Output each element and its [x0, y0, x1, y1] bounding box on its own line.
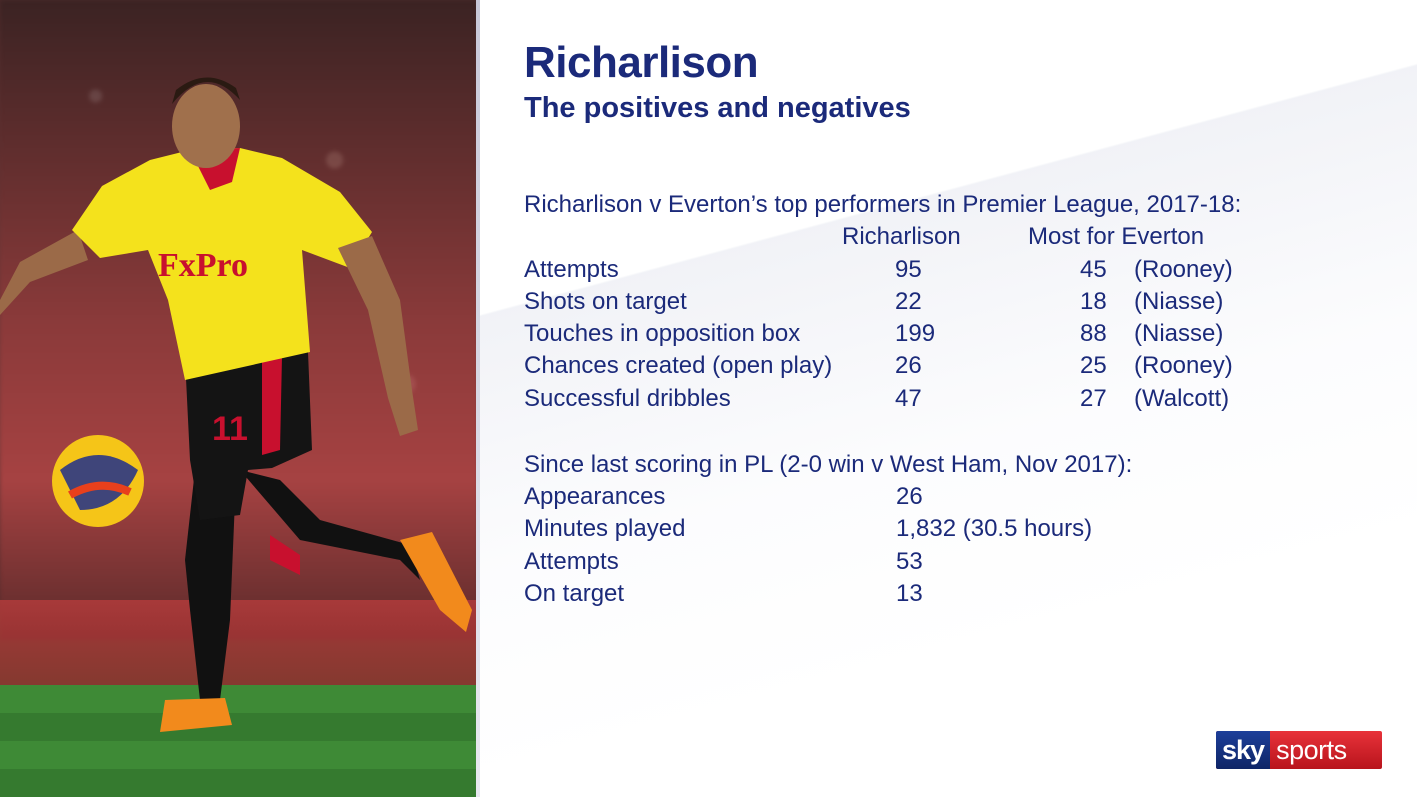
player-value: 47 — [895, 385, 922, 412]
player-head — [172, 84, 240, 168]
stat-label: Appearances — [524, 483, 666, 510]
since-last-goal-heading: Since last scoring in PL (2-0 win v West… — [524, 451, 1133, 478]
pitch — [0, 685, 478, 797]
row-label: Touches in opposition box — [524, 320, 801, 347]
player-value: 22 — [895, 288, 922, 315]
stat-value: 13 — [896, 580, 923, 607]
everton-player-name: (Rooney) — [1134, 256, 1233, 283]
stat-label: Attempts — [524, 548, 619, 575]
everton-value: 45 — [1080, 256, 1107, 283]
row-label: Shots on target — [524, 288, 687, 315]
stat-value: 1,832 (30.5 hours) — [896, 515, 1093, 542]
everton-player-name: (Niasse) — [1134, 288, 1224, 315]
player-left-arm — [0, 230, 88, 315]
row-label: Successful dribbles — [524, 385, 731, 412]
player-left-boot — [160, 698, 232, 732]
shirt-number: 11 — [212, 410, 248, 448]
player-photo: 11 FxPro — [0, 0, 478, 797]
comparison-heading: Richarlison v Everton’s top performers i… — [524, 191, 1242, 218]
player-value: 199 — [895, 320, 936, 347]
column-header-everton: Most for Everton — [1028, 223, 1205, 250]
player-right-leg — [240, 470, 420, 580]
stat-label: On target — [524, 580, 625, 607]
player-right-arm — [338, 236, 418, 436]
player-figure: 11 FxPro — [0, 77, 472, 732]
player-right-boot — [400, 532, 472, 632]
page-title: Richarlison — [524, 38, 759, 87]
everton-player-name: (Rooney) — [1134, 352, 1233, 379]
player-value: 95 — [895, 256, 922, 283]
player-value: 26 — [895, 352, 922, 379]
logo-sports-text: sports — [1276, 734, 1347, 765]
shirt-sponsor: FxPro — [158, 247, 248, 284]
row-label: Chances created (open play) — [524, 352, 833, 379]
stat-label: Minutes played — [524, 515, 686, 542]
stat-value: 53 — [896, 548, 923, 575]
everton-value: 18 — [1080, 288, 1107, 315]
everton-value: 27 — [1080, 385, 1107, 412]
player-shirt — [72, 148, 372, 380]
stat-value: 26 — [896, 483, 923, 510]
sky-sports-logo: sky sports — [1216, 731, 1382, 769]
advertising-board — [0, 600, 478, 690]
row-label: Attempts — [524, 256, 619, 283]
everton-value: 25 — [1080, 352, 1107, 379]
everton-player-name: (Niasse) — [1134, 320, 1224, 347]
column-header-player: Richarlison — [842, 223, 961, 250]
player-left-leg — [185, 470, 235, 700]
logo-sky-text: sky — [1216, 731, 1271, 769]
everton-value: 88 — [1080, 320, 1107, 347]
page-subtitle: The positives and negatives — [524, 92, 911, 124]
panel-divider — [476, 0, 480, 797]
everton-player-name: (Walcott) — [1134, 385, 1230, 412]
